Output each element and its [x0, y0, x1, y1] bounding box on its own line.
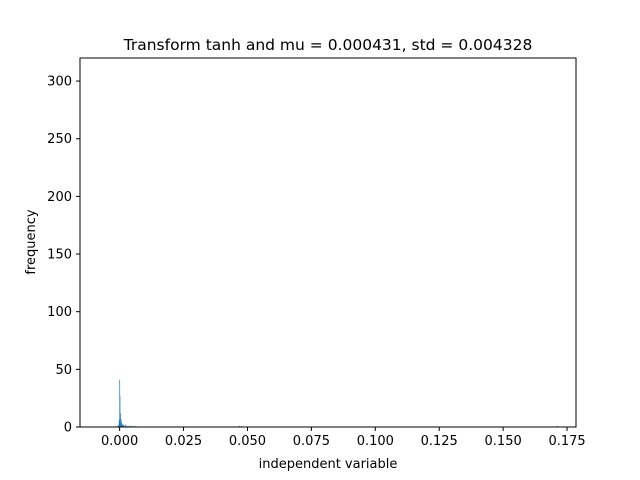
y-tick-label: 0	[64, 421, 72, 436]
y-tick-label: 300	[47, 75, 72, 90]
y-axis-label: frequency	[24, 209, 39, 275]
histogram-bar	[123, 424, 124, 427]
histogram-bar	[121, 423, 123, 427]
histogram-bar	[122, 424, 124, 427]
histogram-bar	[126, 425, 127, 427]
x-tick-label: 0.125	[421, 434, 458, 449]
histogram-bar	[125, 424, 126, 427]
bars-group	[117, 379, 559, 427]
plot-frame	[79, 57, 577, 428]
histogram-bar	[135, 425, 137, 427]
histogram-bar	[128, 425, 130, 427]
histogram-bar	[119, 395, 121, 427]
y-tick-label: 250	[47, 132, 72, 147]
histogram-bar	[120, 418, 122, 427]
y-axis-ticks: 0 50 100 150 200 250 300	[47, 75, 80, 436]
x-tick-label: 0.150	[485, 434, 522, 449]
histogram-bar	[120, 413, 121, 427]
x-axis-ticks: 0.000 0.025 0.050 0.075 0.100 0.125 0.150 0.175	[101, 427, 586, 449]
histogram-bar	[117, 425, 119, 427]
histogram-bar	[241, 425, 242, 427]
histogram-bar	[239, 425, 240, 427]
histogram-bar	[118, 424, 120, 427]
histogram-bar	[130, 425, 132, 427]
histogram-bar	[557, 425, 559, 427]
x-tick-label: 0.000	[101, 434, 138, 449]
y-tick-label: 150	[47, 248, 72, 263]
x-tick-label: 0.175	[548, 434, 585, 449]
x-tick-label: 0.100	[357, 434, 394, 449]
histogram-bar	[121, 422, 122, 427]
histogram-bar	[124, 425, 125, 427]
histogram-bar	[118, 420, 120, 427]
y-tick-label: 100	[47, 305, 72, 320]
y-tick-label: 50	[55, 363, 72, 378]
y-tick-label: 200	[47, 190, 72, 205]
x-tick-label: 0.075	[293, 434, 330, 449]
histogram-bar	[127, 425, 129, 427]
chart-title: Transform tanh and mu = 0.000431, std = …	[123, 36, 533, 54]
x-axis-label: independent variable	[259, 457, 398, 472]
x-tick-label: 0.050	[229, 434, 266, 449]
histogram-bar	[132, 425, 134, 427]
x-tick-label: 0.025	[165, 434, 202, 449]
